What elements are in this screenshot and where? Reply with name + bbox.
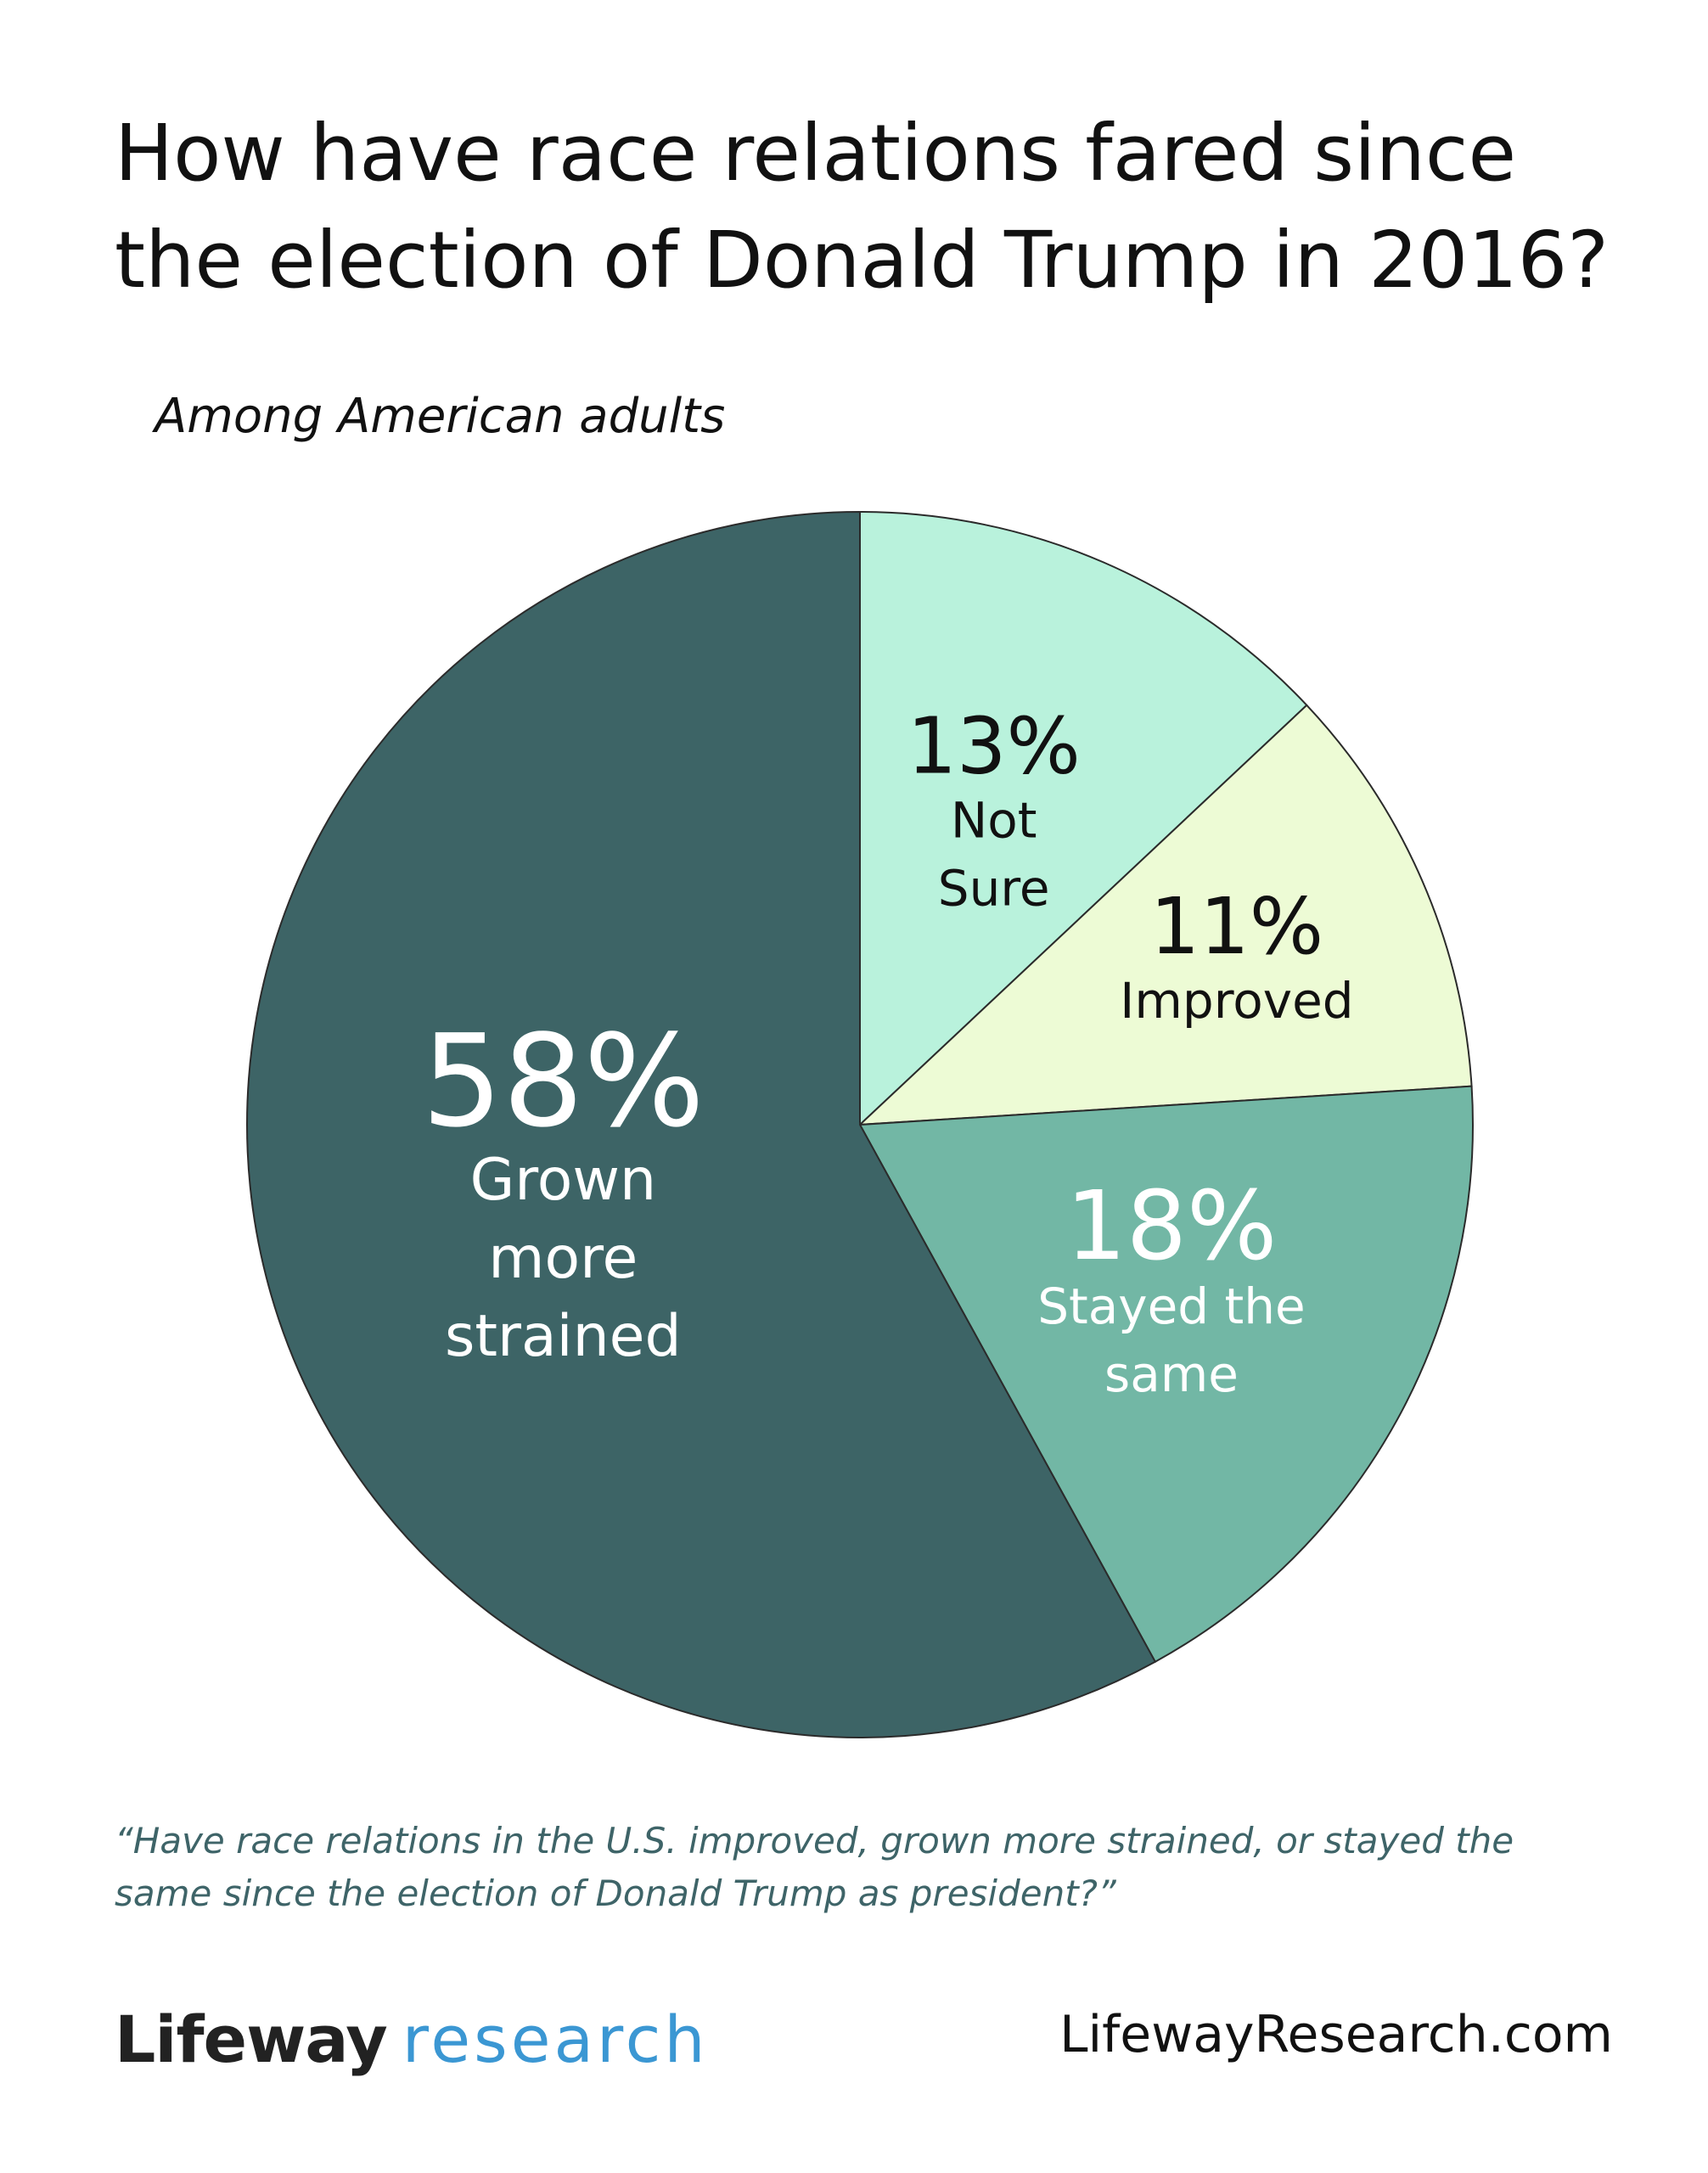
lifeway-research-logo: Lifeway research: [115, 2002, 709, 2077]
slice-category-label-stayed-the-same: same: [1104, 1345, 1239, 1403]
slice-category-label-grown-more-strained: more: [488, 1225, 638, 1292]
slice-category-label-not-sure: Sure: [938, 859, 1050, 917]
slice-value-label-grown-more-strained: 58%: [422, 1008, 705, 1156]
slice-category-label-stayed-the-same: Stayed the: [1037, 1277, 1306, 1335]
slice-category-label-improved: Improved: [1120, 972, 1353, 1030]
slice-value-label-not-sure: 13%: [907, 700, 1080, 791]
website-url: LifewayResearch.com: [1059, 2005, 1613, 2064]
slice-value-label-stayed-the-same: 18%: [1065, 1171, 1277, 1282]
slice-category-label-not-sure: Not: [951, 791, 1037, 849]
slice-value-label-improved: 11%: [1150, 881, 1323, 972]
logo-word-lifeway: Lifeway: [115, 2002, 387, 2077]
survey-question: “Have race relations in the U.S. improve…: [115, 1815, 1609, 1920]
slice-category-label-grown-more-strained: Grown: [470, 1147, 656, 1214]
slice-category-label-grown-more-strained: strained: [445, 1303, 682, 1370]
logo-word-research: research: [402, 2002, 709, 2077]
